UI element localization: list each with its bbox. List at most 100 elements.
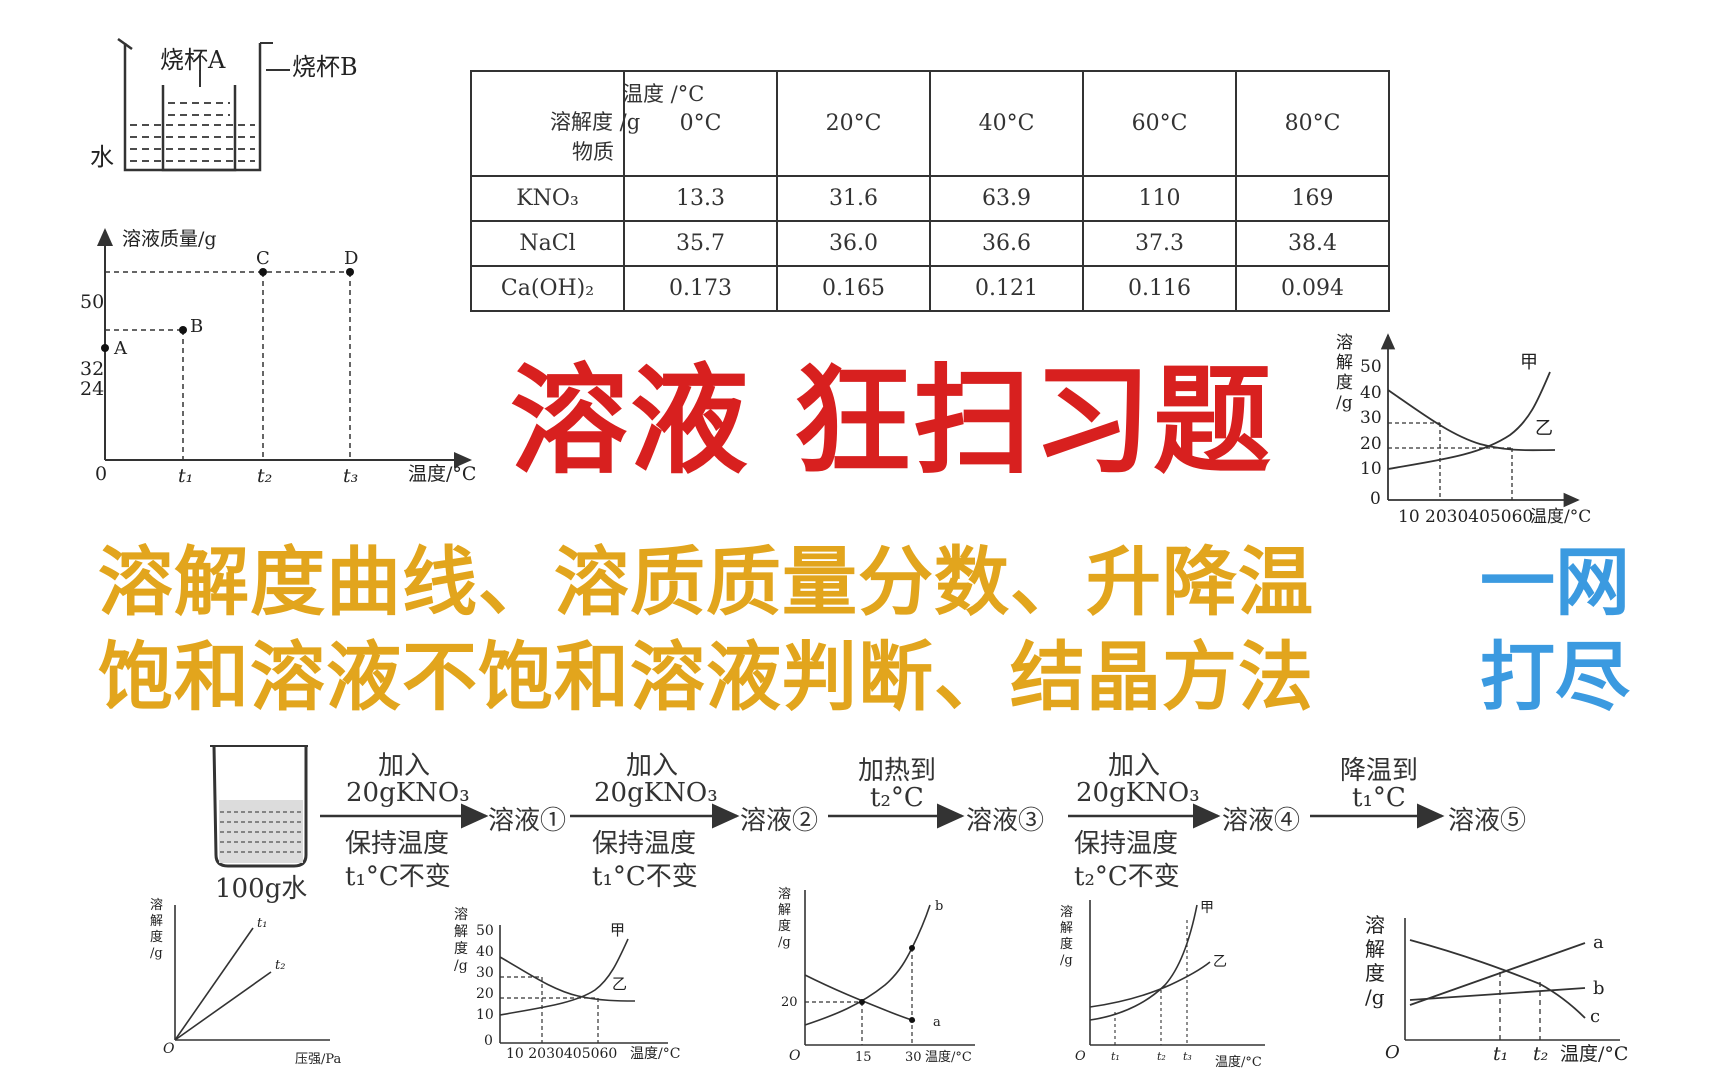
point-marker	[859, 999, 865, 1005]
table-row: NaCl 35.7 36.0 36.6 37.3 38.4	[470, 220, 1390, 267]
series-label: b	[935, 899, 943, 914]
table-cell: 169	[1235, 175, 1390, 222]
beaker-ab-diagram: 烧杯A 烧杯B 水	[90, 37, 358, 172]
solubility-ab-chart: 溶解度/g O 20 15 30 温度/°C b a	[778, 887, 975, 1065]
origin-label: O	[1075, 1049, 1086, 1064]
series-label: c	[1590, 1006, 1600, 1027]
substance-name: KNO₃	[470, 175, 625, 222]
x-tick-label: t₂	[257, 465, 272, 487]
water-label: 水	[90, 143, 114, 171]
series-label: 乙	[1535, 418, 1553, 439]
step-top-label: 加热到	[858, 756, 937, 786]
series-label: a	[933, 1015, 941, 1030]
solubility-t123-chart: 溶解度/g O t₁ t₂ t₃ 温度/°C 甲 乙	[1060, 900, 1265, 1070]
corner-substance-label: 物质	[572, 140, 614, 164]
series-c-line	[1409, 939, 1586, 1019]
point-label: D	[344, 248, 358, 269]
step-bottom-label: t₁°C不变	[345, 862, 451, 892]
series-yi-line	[1387, 389, 1556, 452]
x-axis-label: 温度/°C	[408, 463, 476, 485]
series-label: 甲	[1200, 900, 1214, 916]
substance-name: NaCl	[470, 220, 625, 267]
y-tick-label: 50	[80, 291, 104, 313]
solubility-abc-chart: 溶解度/g O t₁ t₂ 温度/°C a b c	[1365, 913, 1628, 1065]
table-cell: 37.3	[1082, 220, 1237, 267]
y-tick-label: 20	[476, 986, 494, 1002]
y-axis-label: 溶解度/g	[1365, 913, 1385, 1009]
flow-beaker	[210, 745, 308, 868]
x-axis-label: 温度/°C	[1530, 507, 1591, 527]
y-tick-label: 50	[476, 923, 494, 939]
x-tick-label: t₃	[1183, 1050, 1192, 1063]
series-label: b	[1593, 978, 1605, 999]
point-label: B	[190, 316, 203, 337]
y-tick-label: 10	[476, 1007, 494, 1023]
origin-label: O	[163, 1041, 175, 1057]
point-b	[179, 326, 187, 334]
y-tick-label: 30	[476, 965, 494, 981]
y-ticks: 50 40 30 20 10 0	[1360, 357, 1382, 509]
beaker-b-label: 烧杯B	[292, 53, 358, 81]
y-tick-label: 10	[1360, 459, 1382, 479]
table-cell: 13.3	[623, 175, 778, 222]
origin-label: O	[1385, 1042, 1400, 1063]
series-jia-line	[1089, 904, 1198, 1021]
series-label: t₂	[275, 958, 285, 973]
series-jia-line	[1387, 371, 1551, 470]
subtitle-blue-1: 一网	[1480, 538, 1631, 626]
y-axis-label: 溶解度/g	[454, 907, 468, 974]
substance-name: Ca(OH)₂	[470, 265, 625, 312]
x-tick-label: t₂	[1157, 1050, 1166, 1063]
x-tick-label: t₁	[178, 465, 193, 487]
y-tick-label: 20	[781, 995, 798, 1010]
table-cell: 110	[1082, 175, 1237, 222]
step-bottom-label: 保持温度	[592, 829, 697, 859]
step-bottom-label: 保持温度	[345, 829, 450, 859]
step-top-label: t₁°C	[1352, 783, 1406, 813]
series-b-line	[804, 904, 931, 1026]
series-b-line	[1409, 987, 1586, 1001]
solubility-table: 温度 /°C 溶解度 /g 物质 0°C 20°C 40°C 60°C 80°C…	[470, 70, 1390, 312]
table-row: Ca(OH)₂ 0.173 0.165 0.121 0.116 0.094	[470, 265, 1390, 312]
series-yi-line	[499, 956, 636, 1002]
table-header-temp: 80°C	[1235, 70, 1390, 177]
x-tick-label: t₃	[343, 465, 358, 487]
x-tick-label: 15	[855, 1050, 872, 1065]
table-row: KNO₃ 13.3 31.6 63.9 110 169	[470, 175, 1390, 222]
x-tick-label: 0	[95, 463, 107, 485]
x-axis-label: 温度/°C	[1560, 1043, 1628, 1065]
y-tick-label: 0	[484, 1033, 493, 1049]
y-tick-label: 24	[80, 378, 104, 400]
main-title: 溶液 狂扫习题	[510, 351, 1274, 490]
table-cell: 0.165	[776, 265, 931, 312]
table-cell: 35.7	[623, 220, 778, 267]
x-tick-label: t₁	[1493, 1043, 1508, 1065]
subtitle-blue-2: 打尽	[1480, 633, 1631, 721]
solubility-curve-chart-top: 溶解度/g 50 40 30 20 10 0 10 2030405060 温度/…	[1336, 333, 1591, 527]
step-top-label: 加入	[1108, 751, 1161, 781]
solution-label: 溶液⑤	[1448, 806, 1527, 836]
table-header-temp: 20°C	[776, 70, 931, 177]
step-bottom-label: t₁°C不变	[592, 862, 698, 892]
y-tick-label: 20	[1360, 434, 1382, 454]
series-label: 甲	[610, 921, 625, 939]
y-axis-label: 溶液质量/g	[122, 228, 217, 250]
x-ticks-label: 10 2030405060	[506, 1046, 617, 1062]
table-cell: 0.121	[929, 265, 1084, 312]
series-label: 甲	[1520, 352, 1538, 373]
y-axis-label: 溶解度/g	[150, 898, 163, 961]
corner-solubility-label: 溶解度 /g	[550, 110, 641, 134]
series-t2-line	[174, 971, 272, 1041]
step-top-label: 20gKNO₃	[1076, 778, 1200, 808]
pressure-solubility-chart: 溶解度/g O 压强/Pa t₁ t₂	[150, 898, 342, 1067]
water-amount-label: 100g水	[215, 874, 308, 904]
y-axis-label: 溶解度/g	[1060, 905, 1073, 968]
solution-mass-chart: 溶液质量/g 温度/°C 0 t₁ t₂ t₃ 24 32 50 A B C D	[80, 228, 476, 487]
step-top-label: 降温到	[1340, 756, 1419, 786]
table-cell: 36.0	[776, 220, 931, 267]
point-a	[101, 344, 109, 352]
solution-label: 溶液③	[966, 806, 1045, 836]
series-yi-line	[1089, 961, 1211, 1008]
step-top-label: 20gKNO₃	[594, 778, 718, 808]
y-tick-label: 0	[1370, 489, 1381, 509]
